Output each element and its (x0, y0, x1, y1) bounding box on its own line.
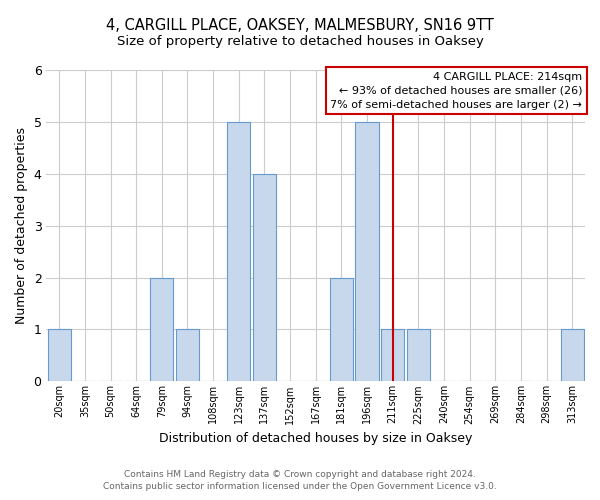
Text: Contains public sector information licensed under the Open Government Licence v3: Contains public sector information licen… (103, 482, 497, 491)
Bar (176, 330, 199, 382)
Bar (227, 122, 250, 382)
Bar (407, 330, 430, 382)
Bar (47, 330, 71, 382)
X-axis label: Distribution of detached houses by size in Oaksey: Distribution of detached houses by size … (159, 432, 472, 445)
Bar (330, 278, 353, 382)
Bar (560, 330, 584, 382)
Text: 4 CARGILL PLACE: 214sqm
← 93% of detached houses are smaller (26)
7% of semi-det: 4 CARGILL PLACE: 214sqm ← 93% of detache… (331, 72, 583, 110)
Bar (150, 278, 173, 382)
Text: 4, CARGILL PLACE, OAKSEY, MALMESBURY, SN16 9TT: 4, CARGILL PLACE, OAKSEY, MALMESBURY, SN… (106, 18, 494, 32)
Text: Size of property relative to detached houses in Oaksey: Size of property relative to detached ho… (116, 35, 484, 48)
Bar (253, 174, 276, 382)
Text: Contains HM Land Registry data © Crown copyright and database right 2024.: Contains HM Land Registry data © Crown c… (124, 470, 476, 479)
Bar (355, 122, 379, 382)
Bar (381, 330, 404, 382)
Y-axis label: Number of detached properties: Number of detached properties (15, 127, 28, 324)
